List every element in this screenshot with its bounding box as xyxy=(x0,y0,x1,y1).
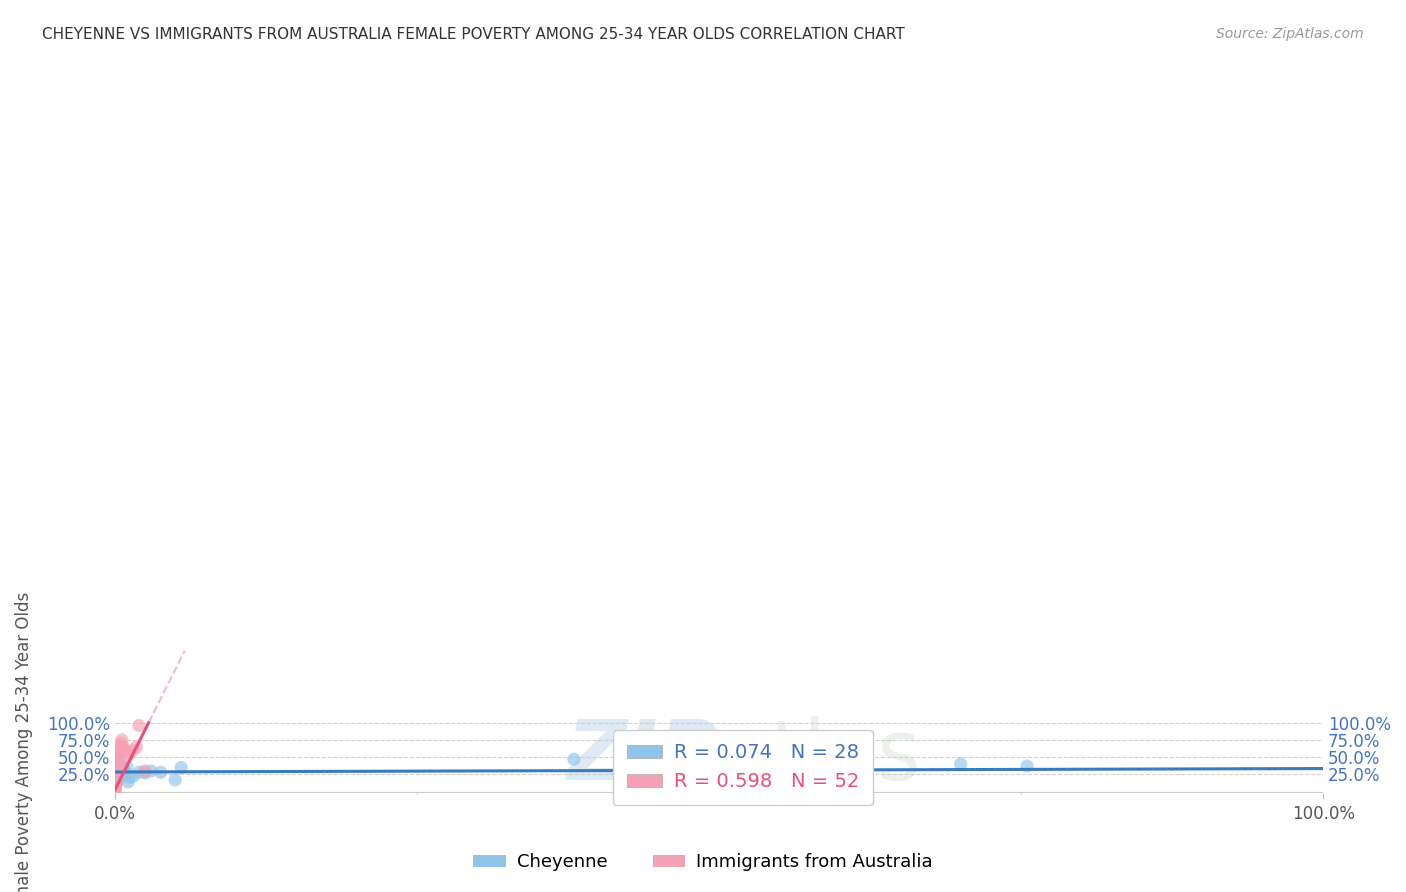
Point xyxy=(104,772,127,787)
Point xyxy=(104,772,127,786)
Point xyxy=(110,739,132,754)
Point xyxy=(118,747,141,761)
Point xyxy=(134,766,156,780)
Legend: R = 0.074   N = 28, R = 0.598   N = 52: R = 0.074 N = 28, R = 0.598 N = 52 xyxy=(613,730,873,805)
Point xyxy=(104,779,127,793)
Point xyxy=(104,780,127,795)
Point xyxy=(104,780,127,794)
Text: ZIP: ZIP xyxy=(567,715,718,797)
Y-axis label: Female Poverty Among 25-34 Year Olds: Female Poverty Among 25-34 Year Olds xyxy=(15,592,32,892)
Text: atlas: atlas xyxy=(718,715,921,797)
Point xyxy=(128,765,150,780)
Point xyxy=(107,761,129,775)
Point xyxy=(105,748,128,763)
Point xyxy=(104,766,127,780)
Point xyxy=(165,772,187,787)
Point xyxy=(111,733,134,747)
Point xyxy=(104,784,127,798)
Point xyxy=(104,781,127,796)
Point xyxy=(104,774,127,789)
Point xyxy=(104,781,127,796)
Point xyxy=(118,771,141,785)
Point xyxy=(104,766,127,780)
Point xyxy=(110,771,132,785)
Point xyxy=(112,764,135,778)
Text: Source: ZipAtlas.com: Source: ZipAtlas.com xyxy=(1216,27,1364,41)
Point xyxy=(117,775,139,789)
Point xyxy=(949,757,972,772)
Point xyxy=(104,783,127,797)
Point xyxy=(111,761,134,775)
Point xyxy=(107,750,129,764)
Point xyxy=(149,765,172,780)
Legend: Cheyenne, Immigrants from Australia: Cheyenne, Immigrants from Australia xyxy=(467,847,939,879)
Point xyxy=(104,780,127,795)
Point xyxy=(104,771,127,785)
Point xyxy=(104,775,127,789)
Point xyxy=(170,760,193,774)
Point xyxy=(104,767,127,781)
Point xyxy=(107,764,129,778)
Point xyxy=(107,758,129,772)
Point xyxy=(112,739,135,754)
Point xyxy=(104,784,127,798)
Point xyxy=(104,780,127,795)
Point xyxy=(104,772,127,787)
Point xyxy=(1017,759,1039,773)
Point xyxy=(108,760,131,774)
Point xyxy=(105,754,128,768)
Point xyxy=(104,781,127,796)
Text: CHEYENNE VS IMMIGRANTS FROM AUSTRALIA FEMALE POVERTY AMONG 25-34 YEAR OLDS CORRE: CHEYENNE VS IMMIGRANTS FROM AUSTRALIA FE… xyxy=(42,27,905,42)
Point xyxy=(104,778,127,792)
Point xyxy=(104,784,127,798)
Point xyxy=(112,743,135,757)
Point xyxy=(112,760,135,774)
Point xyxy=(104,775,127,789)
Point xyxy=(104,779,127,793)
Point xyxy=(139,764,162,778)
Point xyxy=(115,760,138,774)
Point xyxy=(104,776,127,790)
Point xyxy=(108,743,131,757)
Point xyxy=(115,750,138,764)
Point xyxy=(104,780,127,794)
Point xyxy=(107,771,129,785)
Point xyxy=(122,769,145,783)
Point xyxy=(107,755,129,769)
Point xyxy=(562,752,585,766)
Point xyxy=(110,759,132,773)
Point xyxy=(105,767,128,781)
Point xyxy=(105,764,128,778)
Point xyxy=(110,736,132,750)
Point xyxy=(104,757,127,772)
Point xyxy=(122,743,145,757)
Point xyxy=(128,718,150,732)
Point xyxy=(125,739,148,754)
Point xyxy=(104,779,127,793)
Point xyxy=(104,782,127,797)
Point xyxy=(134,764,156,778)
Point xyxy=(104,765,127,780)
Point xyxy=(105,760,128,774)
Point xyxy=(104,777,127,791)
Point xyxy=(108,747,131,761)
Point xyxy=(104,775,127,789)
Point xyxy=(105,763,128,777)
Point xyxy=(707,759,730,773)
Point xyxy=(104,773,127,788)
Point xyxy=(105,757,128,772)
Point xyxy=(104,757,127,772)
